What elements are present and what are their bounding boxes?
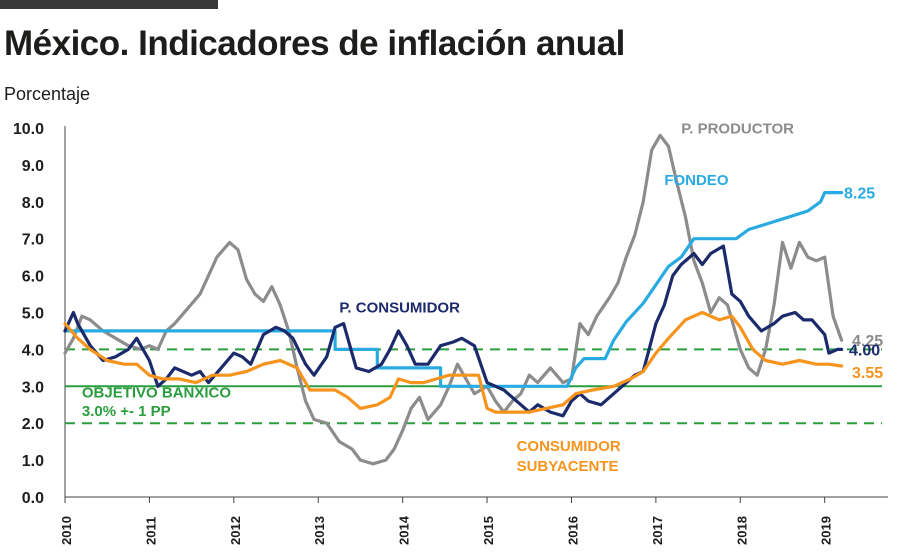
y-tick-label: 3.0 bbox=[22, 379, 44, 396]
y-tick-label: 8.0 bbox=[22, 195, 44, 212]
y-tick-label: 2.0 bbox=[22, 416, 44, 433]
annotation-label: P. PRODUCTOR bbox=[681, 121, 794, 138]
annotation-label: SUBYACENTE bbox=[517, 458, 619, 475]
chart-subtitle: Porcentaje bbox=[4, 84, 91, 104]
y-tick-label: 4.0 bbox=[22, 342, 44, 359]
x-tick-label: 2013 bbox=[312, 516, 327, 545]
x-tick-label: 2011 bbox=[143, 517, 158, 545]
x-tick-label: 2012 bbox=[228, 516, 243, 545]
x-tick-label: 2014 bbox=[397, 515, 412, 545]
series-line-consumidor-subyacente bbox=[63, 310, 844, 414]
top-rule bbox=[0, 0, 218, 9]
annotation-label: CONSUMIDOR bbox=[517, 438, 621, 455]
annotation-label: 3.0% +- 1 PP bbox=[82, 403, 171, 420]
end-label-consumidor-subyacente: 3.55 bbox=[852, 365, 883, 382]
y-tick-label: 9.0 bbox=[22, 158, 44, 175]
series-line-p-consumidor bbox=[63, 244, 844, 418]
x-tick-label: 2016 bbox=[565, 516, 580, 545]
y-tick-label: 6.0 bbox=[22, 269, 44, 286]
annotation-label: P. CONSUMIDOR bbox=[339, 300, 460, 317]
annotation-label: OBJETIVO BANXICO bbox=[82, 384, 232, 401]
x-tick-label: 2010 bbox=[59, 516, 74, 545]
y-tick-label: 0.0 bbox=[22, 490, 44, 507]
end-label-fondeo: 8.25 bbox=[844, 186, 875, 203]
y-tick-label: 10.0 bbox=[13, 121, 44, 138]
end-label-p-consumidor: 4.00 bbox=[849, 342, 880, 359]
x-tick-label: 2017 bbox=[650, 516, 665, 545]
y-tick-label: 1.0 bbox=[22, 453, 44, 470]
y-tick-label: 5.0 bbox=[22, 306, 44, 323]
x-tick-label: 2015 bbox=[481, 516, 496, 545]
y-tick-label: 7.0 bbox=[22, 232, 44, 249]
end-label-p-productor: 4.25 bbox=[852, 333, 883, 350]
x-tick-label: 2018 bbox=[734, 516, 749, 545]
series-line-fondeo bbox=[63, 191, 844, 388]
x-tick-label: 2019 bbox=[819, 516, 834, 545]
chart-title: México. Indicadores de inflación anual bbox=[4, 24, 625, 63]
annotation-label: FONDEO bbox=[664, 172, 729, 189]
